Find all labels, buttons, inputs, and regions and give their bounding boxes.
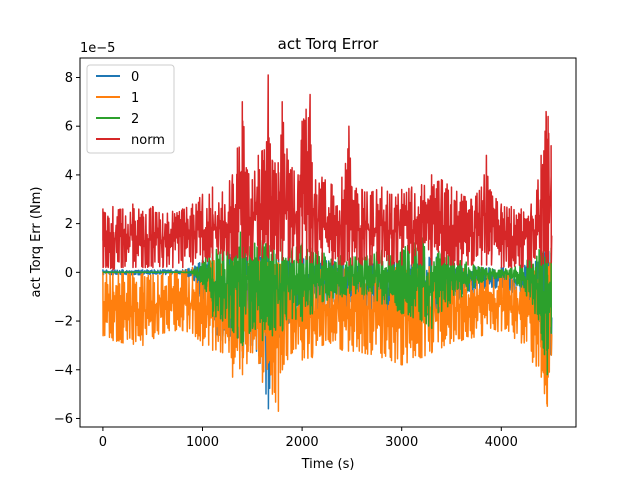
- x-tick-label: 4000: [485, 435, 518, 450]
- series-line-norm: [102, 74, 553, 271]
- x-tick-label: 1000: [186, 435, 219, 450]
- series-line-2: [102, 213, 553, 376]
- plot-frame: [79, 57, 577, 428]
- x-tick-label: 3000: [385, 435, 418, 450]
- chart-title: act Torq Error: [278, 35, 379, 53]
- y-tick-label: −4: [54, 363, 73, 378]
- y-axis-label: act Torq Err (Nm): [29, 187, 44, 298]
- y-axis-ticks: −6 −4 −2 0 2 4 6 8: [54, 71, 80, 427]
- y-tick-label: 0: [65, 266, 73, 281]
- y-tick-label: 8: [65, 71, 73, 86]
- legend-label-1: 1: [131, 91, 139, 106]
- y-tick-label: −6: [54, 412, 73, 427]
- legend-label-norm: norm: [131, 133, 165, 148]
- x-axis-label: Time (s): [301, 457, 355, 472]
- series-layer: [102, 74, 553, 412]
- x-tick-label: 2000: [286, 435, 319, 450]
- x-tick-label: 0: [99, 435, 107, 450]
- y-offset-text: 1e−5: [80, 41, 115, 56]
- series-line-1: [102, 256, 553, 412]
- legend-frame: [86, 64, 175, 154]
- legend: 0 1 2 norm: [86, 64, 175, 154]
- y-tick-label: −2: [54, 315, 73, 330]
- legend-label-0: 0: [131, 70, 139, 85]
- y-tick-label: 6: [65, 120, 73, 135]
- y-tick-label: 2: [65, 217, 73, 232]
- legend-label-2: 2: [131, 112, 139, 127]
- y-tick-label: 4: [65, 168, 73, 183]
- x-axis-ticks: 0 1000 2000 3000 4000: [99, 427, 518, 450]
